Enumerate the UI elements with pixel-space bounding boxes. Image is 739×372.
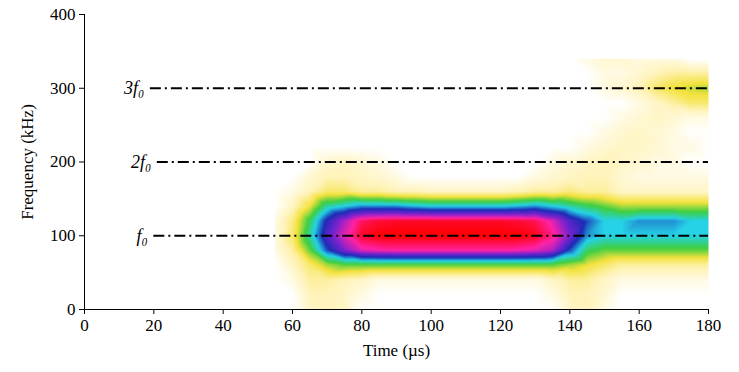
- svg-text:0: 0: [67, 300, 76, 319]
- svg-text:60: 60: [284, 316, 301, 335]
- svg-text:Frequency (kHz): Frequency (kHz): [18, 104, 37, 220]
- svg-text:300: 300: [50, 79, 76, 98]
- svg-text:3f₀: 3f₀: [123, 78, 144, 98]
- svg-text:2f₀: 2f₀: [131, 152, 151, 172]
- svg-text:400: 400: [50, 5, 76, 24]
- svg-text:160: 160: [626, 316, 652, 335]
- svg-text:20: 20: [145, 316, 162, 335]
- svg-text:200: 200: [50, 152, 76, 171]
- svg-text:40: 40: [215, 316, 232, 335]
- svg-text:f₀: f₀: [137, 226, 148, 246]
- svg-text:140: 140: [557, 316, 583, 335]
- svg-text:100: 100: [418, 316, 444, 335]
- svg-text:80: 80: [353, 316, 370, 335]
- svg-text:100: 100: [50, 226, 76, 245]
- svg-text:Time (µs): Time (µs): [363, 341, 430, 360]
- svg-text:120: 120: [488, 316, 514, 335]
- svg-text:180: 180: [696, 316, 722, 335]
- svg-text:0: 0: [80, 316, 89, 335]
